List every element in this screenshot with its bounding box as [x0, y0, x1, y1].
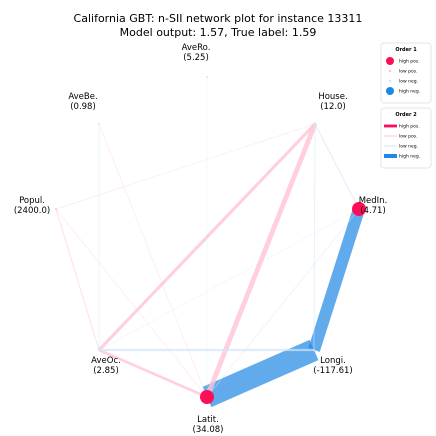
legend-label-order1-3: high neg. [399, 89, 420, 95]
edge-medin-longi [308, 207, 365, 352]
legend-label-order2-2: low neg. [399, 144, 418, 150]
edge-house-longi [313, 123, 316, 351]
node-popul [55, 208, 57, 210]
node-label-avero: AveRo. [182, 43, 211, 53]
node-value-avero: (5.25) [183, 53, 209, 63]
legend-box-order1 [380, 42, 432, 104]
node-value-medin: (4.71) [360, 206, 386, 216]
legend-label-order2-1: low pos. [399, 134, 418, 140]
edges-layer [55, 77, 365, 408]
edge-latit-longi [202, 339, 319, 408]
node-house [313, 122, 317, 126]
edge-medin-latit [206, 208, 360, 398]
node-avebe [98, 123, 100, 125]
legend-label-order2-0: high pos. [399, 124, 420, 130]
edge-house-medin [314, 123, 360, 210]
legend-label-order1-0: high pos. [399, 59, 420, 65]
edge-popul-aveoc [55, 208, 100, 351]
edge-aveoc-house [97, 122, 317, 352]
legend-marker-order1-1 [388, 69, 392, 73]
legend: Order 1 high pos. low pos. low neg. high neg… [380, 42, 432, 169]
node-value-longi: (-117.61) [313, 366, 352, 376]
legend-label-order2-3: high neg. [399, 154, 420, 160]
node-labels-layer: AveRo.(5.25) House.(12.0) MedIn.(4.71) Long… [14, 43, 387, 435]
legend-box-order2 [380, 107, 432, 169]
node-label-latit: Latit. [197, 415, 219, 425]
legend-label-order1-1: low pos. [399, 69, 418, 75]
edge-latit-aveoc [98, 348, 208, 399]
node-value-house: (12.0) [320, 102, 346, 112]
node-aveoc [97, 348, 101, 352]
node-value-popul: (2400.0) [14, 206, 50, 216]
edge-medin-aveoc [98, 208, 360, 351]
node-medin [352, 202, 366, 216]
legend-title-order2: Order 2 [395, 112, 417, 118]
chart-title-line2: Model output: 1.57, True label: 1.59 [120, 26, 317, 39]
node-value-avebe: (0.98) [70, 102, 96, 112]
node-label-medin: MedIn. [359, 196, 388, 206]
legend-marker-order1-2 [388, 79, 392, 83]
nodes-layer [55, 75, 366, 404]
node-latit [200, 390, 214, 404]
edge-popul-latit [55, 208, 208, 398]
edge-popul-house [55, 123, 316, 210]
node-value-aveoc: (2.85) [93, 366, 119, 376]
node-label-avebe: AveBe. [68, 92, 97, 102]
chart-title-line1: California GBT: n-SII network plot for i… [74, 12, 363, 25]
edge-latit-house [204, 123, 318, 398]
edge-avebe-latit [98, 123, 208, 398]
legend-marker-order1-0 [386, 57, 394, 65]
node-value-latit: (34.08) [193, 425, 224, 435]
node-label-longi: Longi. [320, 356, 346, 366]
node-label-popul: Popul. [19, 196, 45, 206]
legend-marker-order1-3 [386, 87, 394, 95]
node-label-house: House. [318, 92, 347, 102]
legend-label-order1-2: low neg. [399, 79, 418, 85]
node-longi [313, 349, 315, 351]
legend-title-order1: Order 1 [395, 47, 417, 53]
node-label-aveoc: AveOc. [91, 356, 121, 366]
node-avero [205, 75, 209, 79]
